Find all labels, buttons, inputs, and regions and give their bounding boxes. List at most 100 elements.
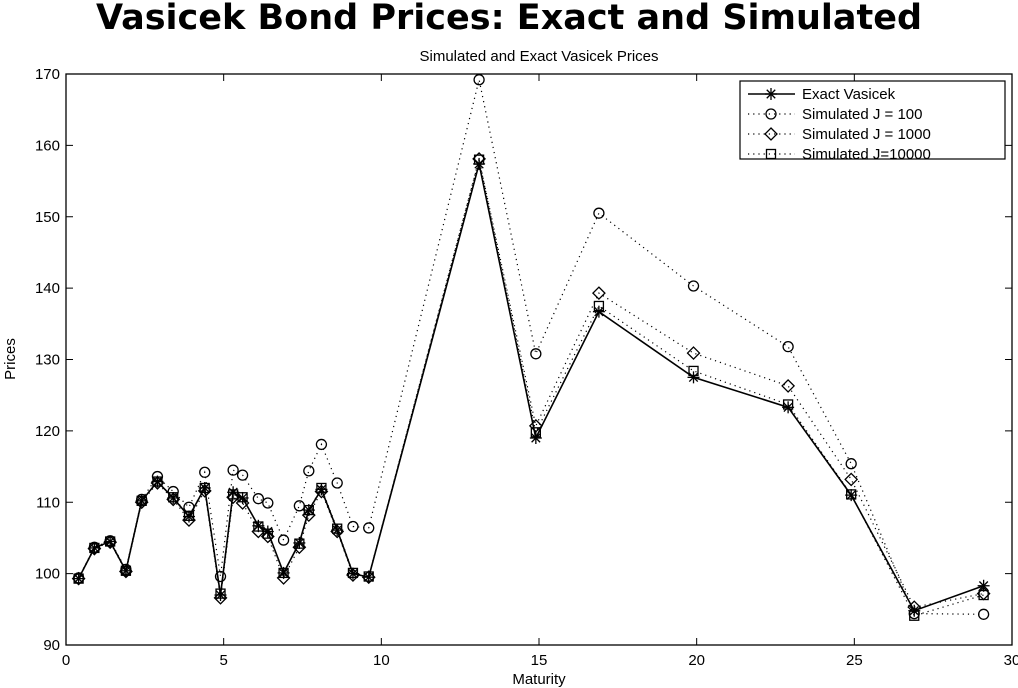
series-line: [78, 159, 984, 617]
data-point: [88, 541, 101, 554]
y-tick-label: 150: [35, 209, 60, 226]
data-point: [977, 608, 990, 620]
legend-marker: [764, 127, 778, 141]
data-point: [252, 493, 265, 505]
data-point: [346, 567, 359, 580]
data-point: [292, 540, 307, 555]
y-tick-label: 100: [35, 566, 60, 583]
main-title: Vasicek Bond Prices: Exact and Simulated: [95, 0, 923, 38]
data-point: [252, 519, 265, 532]
data-point: [103, 535, 118, 550]
data-point: [213, 590, 228, 605]
legend-marker: [765, 148, 777, 160]
data-point: [473, 74, 485, 86]
data-point: [302, 504, 315, 517]
axis-ticks: 0 5 10 15 20 25 30 90 100 110 120 130 140 150 160 170: [35, 66, 1018, 669]
data-point: [260, 529, 275, 544]
x-tick-label: 10: [373, 652, 390, 669]
legend-label: Simulated J=10000: [802, 146, 931, 163]
y-tick-label: 110: [36, 494, 60, 511]
x-tick-label: 30: [1004, 652, 1018, 669]
plot-title: Simulated and Exact Vasicek Prices: [420, 48, 659, 65]
x-tick-label: 5: [219, 652, 227, 669]
data-point: [686, 346, 701, 360]
data-point: [227, 486, 240, 499]
data-point: [198, 481, 211, 494]
series-layer: [71, 74, 991, 621]
data-point: [593, 207, 605, 219]
data-point: [844, 472, 859, 487]
y-tick-label: 130: [35, 352, 60, 369]
data-point: [199, 466, 211, 478]
data-point: [293, 536, 306, 549]
x-axis-label: Maturity: [512, 671, 566, 688]
data-point: [104, 535, 117, 548]
legend-marker: [765, 88, 777, 100]
data-point: [347, 520, 359, 533]
data-point: [529, 432, 542, 445]
data-point: [592, 305, 605, 318]
data-point: [978, 589, 989, 601]
y-tick-label: 160: [35, 137, 60, 154]
x-tick-label: 25: [846, 652, 863, 669]
data-point: [528, 418, 543, 433]
legend-label: Simulated J = 1000: [802, 126, 931, 143]
data-point: [363, 522, 375, 534]
data-point: [781, 378, 796, 393]
data-point: [845, 458, 857, 470]
data-point: [301, 508, 316, 523]
data-point: [197, 483, 212, 498]
x-tick-label: 0: [62, 652, 70, 669]
data-point: [236, 469, 249, 481]
data-point: [276, 570, 291, 585]
data-point: [782, 401, 795, 414]
legend-label: Simulated J = 100: [802, 106, 923, 123]
data-point: [976, 586, 991, 601]
data-point: [473, 157, 486, 170]
y-tick-label: 90: [43, 637, 60, 654]
data-point: [277, 534, 290, 546]
x-tick-label: 15: [531, 652, 548, 669]
data-point: [227, 464, 239, 476]
legend-marker: [765, 108, 777, 120]
data-point: [135, 494, 148, 507]
y-tick-label: 170: [35, 66, 60, 83]
data-point: [687, 280, 700, 292]
data-point: [687, 371, 700, 384]
data-point: [261, 525, 274, 538]
y-axis-label: Prices: [2, 338, 19, 380]
data-point: [167, 491, 180, 504]
data-point: [331, 524, 344, 537]
data-point: [977, 579, 990, 592]
data-point: [118, 564, 133, 579]
legend: Exact Vasicek Simulated J = 100 Simulated …: [739, 80, 1006, 163]
series-line: [78, 158, 984, 608]
data-point: [908, 604, 921, 617]
data-point: [591, 286, 606, 301]
data-point: [315, 438, 328, 451]
x-tick-label: 20: [688, 652, 705, 669]
data-point: [72, 572, 85, 585]
data-point: [331, 477, 343, 489]
y-tick-label: 140: [35, 280, 60, 297]
data-point: [236, 491, 249, 504]
data-point: [315, 483, 328, 496]
data-point: [119, 564, 132, 577]
data-point: [362, 571, 375, 584]
legend-label: Exact Vasicek: [802, 86, 896, 103]
data-point: [293, 500, 305, 512]
data-point: [262, 497, 274, 509]
data-point: [277, 566, 290, 579]
data-point: [782, 341, 794, 353]
series-line: [77, 163, 984, 612]
data-point: [530, 348, 542, 360]
data-point: [214, 589, 227, 602]
data-point: [151, 475, 164, 488]
data-point: [303, 465, 315, 477]
data-point: [235, 496, 250, 510]
data-point: [845, 489, 858, 502]
data-point: [214, 570, 227, 583]
data-point: [182, 510, 195, 523]
data-point: [182, 513, 196, 528]
